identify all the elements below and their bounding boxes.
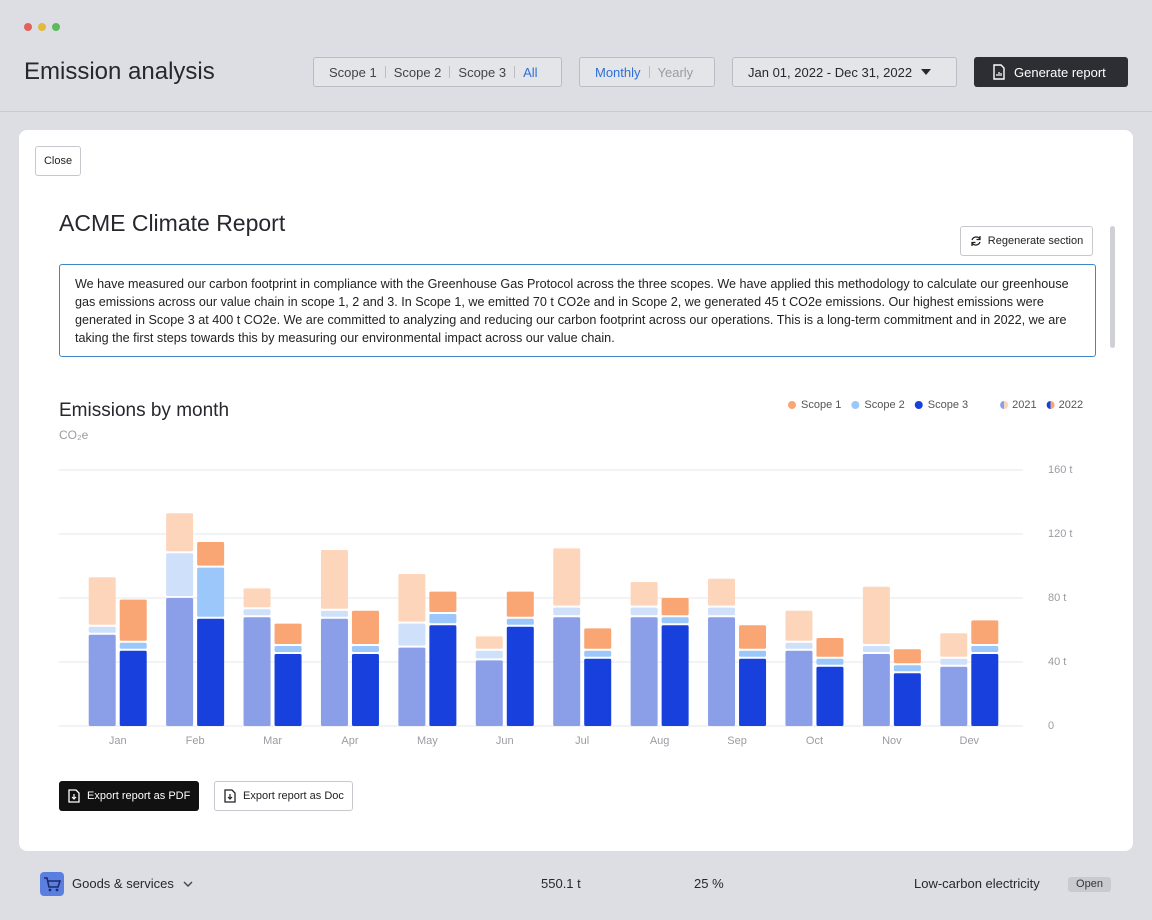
cart-icon (44, 877, 62, 892)
footer-category[interactable]: Goods & services (72, 876, 193, 891)
caret (921, 69, 932, 75)
close-button[interactable]: Close (35, 146, 81, 176)
regenerate-button[interactable]: Regenerate section (960, 226, 1093, 256)
export-pdf-button[interactable]: Export report as PDF (59, 781, 199, 811)
window-controls (24, 23, 60, 31)
date-picker[interactable]: Jan 01, 2022 - Dec 31, 2022 (732, 57, 957, 87)
refresh-icon (971, 236, 981, 246)
generate-button[interactable]: Generate report (974, 57, 1128, 87)
button-label: Generate report (1014, 64, 1106, 80)
scope-option[interactable]: All (523, 64, 538, 80)
scope-option[interactable]: Scope 1 (329, 64, 377, 80)
file-icon (68, 789, 80, 803)
category-label: Goods & services (72, 876, 174, 891)
scope-option[interactable]: Scope 3 (458, 64, 507, 80)
report-card (19, 130, 1133, 851)
file-icon (224, 789, 236, 803)
footer-share: 25 % (694, 876, 724, 891)
button-label: Regenerate section (987, 235, 1084, 247)
chevron (183, 881, 193, 887)
page-title: Emission analysis (24, 58, 215, 85)
report-text[interactable]: We have measured our carbon footprint in… (59, 264, 1096, 357)
category-icon (40, 872, 64, 896)
period-filter: Monthly Yearly (579, 57, 715, 87)
footer-measure: Low-carbon electricity (914, 876, 1040, 891)
report-icon (993, 64, 1005, 80)
report-title: ACME Climate Report (59, 210, 286, 236)
export-doc-button[interactable]: Export report as Doc (214, 781, 353, 811)
date-range: Jan 01, 2022 - Dec 31, 2022 (748, 64, 913, 80)
period-option[interactable]: Yearly (657, 64, 694, 80)
scrollbar (1110, 226, 1115, 348)
period-option[interactable]: Monthly (595, 64, 641, 80)
footer-total: 550.1 t (541, 876, 581, 891)
scope-filter: Scope 1 Scope 2 Scope 3 All (313, 57, 562, 87)
divider (0, 111, 1152, 112)
button-label: Export report as Doc (243, 790, 344, 802)
status-badge: Open (1068, 877, 1111, 892)
scope-option[interactable]: Scope 2 (393, 64, 442, 80)
button-label: Export report as PDF (87, 790, 191, 802)
